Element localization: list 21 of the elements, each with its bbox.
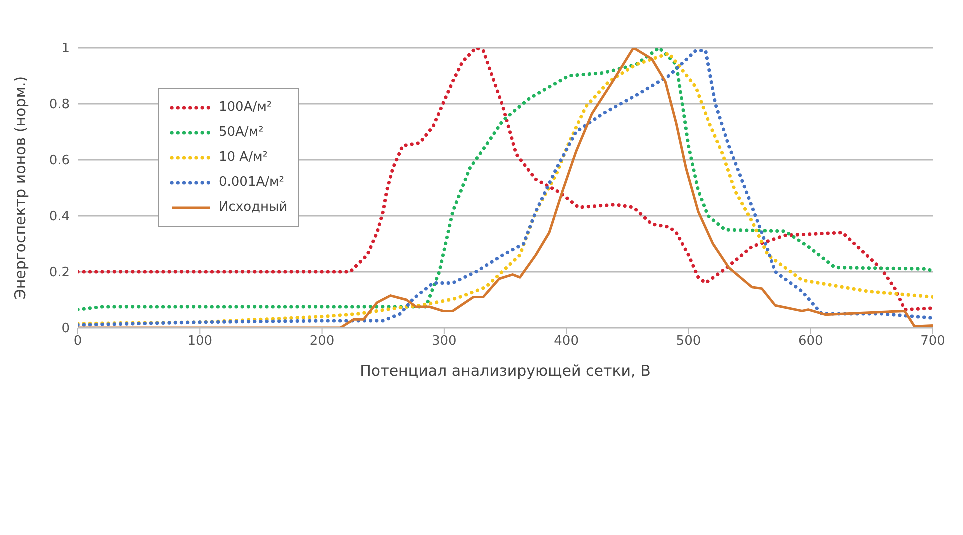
- x-tick-label: 500: [676, 334, 702, 350]
- y-axis-title: Энергоспектр ионов (норм.): [11, 76, 30, 300]
- y-tick-label: 0.8: [49, 98, 70, 113]
- y-tick-label: 0: [62, 322, 70, 337]
- x-tick-label: 600: [798, 334, 824, 350]
- y-tick-label: 0.2: [49, 266, 70, 281]
- x-tick-label: 200: [310, 334, 335, 350]
- y-tick-label: 0.4: [49, 210, 70, 225]
- x-tick-label: 700: [920, 334, 946, 350]
- y-tick-label: 0.6: [49, 154, 70, 169]
- x-tick-label: 400: [554, 334, 579, 350]
- legend-label: 50A/м²: [219, 125, 264, 140]
- legend-label: 100A/м²: [219, 100, 272, 115]
- x-tick-label: 100: [188, 334, 213, 350]
- x-tick-label: 0: [74, 334, 82, 350]
- legend-label: 10 A/м²: [219, 150, 268, 165]
- legend-label: 0.001A/м²: [219, 175, 285, 190]
- x-tick-label: 300: [432, 334, 457, 350]
- y-tick-label: 1: [62, 42, 70, 57]
- legend-label: Исходный: [219, 200, 288, 215]
- x-axis-title: Потенциал анализирующей сетки, В: [360, 362, 651, 380]
